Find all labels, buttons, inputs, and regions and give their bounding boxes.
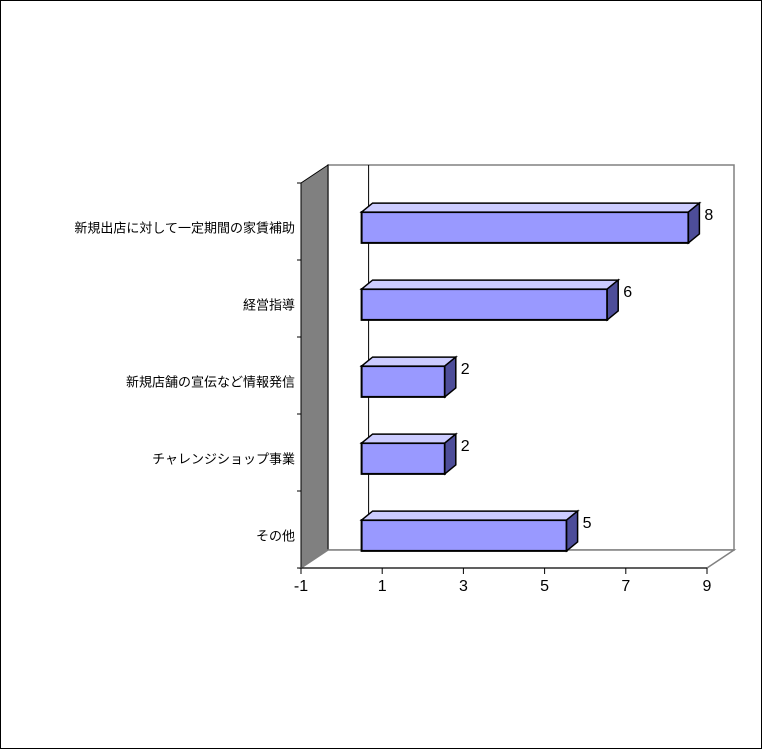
bar-side [444, 355, 457, 399]
category-label: その他 [256, 529, 295, 544]
bar [360, 211, 690, 244]
bar-top [359, 202, 702, 213]
bar-side [687, 201, 701, 245]
category-label: 新規店舗の宣伝など情報発信 [126, 375, 295, 390]
data-label: 2 [461, 361, 470, 378]
x-tick-label: 5 [540, 578, 549, 595]
bar-top [359, 356, 458, 367]
bar [360, 288, 609, 321]
bar [360, 519, 568, 552]
data-label: 6 [623, 284, 632, 301]
x-tick-label: 1 [378, 578, 387, 595]
x-tick-label: -1 [294, 578, 308, 595]
category-label: チャレンジショップ事業 [152, 452, 295, 467]
category-label: 経営指導 [243, 298, 295, 313]
plot-floor [298, 549, 737, 569]
bar-side [565, 509, 579, 553]
category-label: 新規出店に対して一定期間の家賃補助 [74, 221, 295, 236]
data-label: 5 [583, 515, 592, 532]
bar-side [444, 432, 457, 476]
bar-top [359, 510, 580, 521]
bar-top [359, 433, 458, 444]
bar-side [606, 278, 619, 322]
plot-side-wall [300, 164, 329, 569]
x-tick-label: 9 [703, 578, 712, 595]
data-label: 8 [704, 207, 713, 224]
bar [360, 442, 446, 475]
bar-top [359, 279, 621, 290]
x-tick-label: 3 [459, 578, 468, 595]
data-label: 2 [461, 438, 470, 455]
bar [360, 365, 446, 398]
x-tick-label: 7 [621, 578, 630, 595]
